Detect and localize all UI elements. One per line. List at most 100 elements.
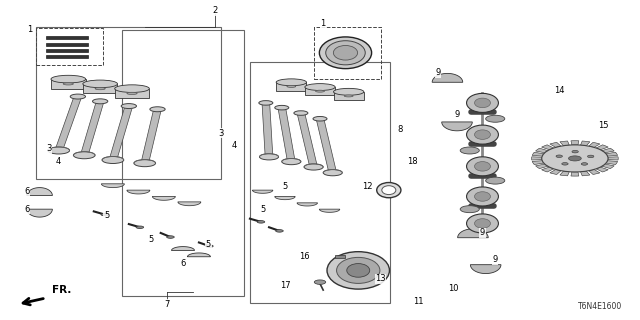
- Bar: [333, 92, 364, 100]
- Polygon shape: [541, 167, 554, 172]
- Polygon shape: [571, 172, 579, 176]
- Ellipse shape: [121, 104, 136, 108]
- Polygon shape: [152, 196, 175, 200]
- Text: 5: 5: [260, 205, 265, 214]
- Ellipse shape: [83, 80, 118, 88]
- Polygon shape: [589, 142, 600, 148]
- Ellipse shape: [259, 154, 278, 160]
- Polygon shape: [550, 142, 561, 148]
- Text: 3: 3: [47, 144, 52, 153]
- Ellipse shape: [314, 280, 326, 284]
- Bar: [46, 36, 88, 39]
- Text: 17: 17: [280, 281, 291, 290]
- Ellipse shape: [326, 41, 365, 65]
- Ellipse shape: [474, 162, 490, 171]
- Text: 14: 14: [554, 86, 564, 95]
- Polygon shape: [580, 171, 590, 176]
- Ellipse shape: [474, 130, 490, 140]
- Ellipse shape: [467, 157, 499, 176]
- Polygon shape: [580, 141, 590, 146]
- Bar: [250, 62, 390, 303]
- Polygon shape: [252, 190, 273, 193]
- Text: 6: 6: [180, 259, 186, 268]
- Text: 1: 1: [321, 19, 326, 28]
- Polygon shape: [532, 157, 542, 160]
- Polygon shape: [458, 229, 488, 238]
- Ellipse shape: [166, 236, 174, 238]
- Text: 18: 18: [407, 157, 418, 166]
- Bar: [314, 27, 381, 79]
- Bar: [83, 84, 118, 93]
- Ellipse shape: [377, 182, 401, 198]
- Ellipse shape: [556, 155, 563, 157]
- Polygon shape: [571, 141, 579, 145]
- Text: T6N4E1600: T6N4E1600: [579, 302, 623, 311]
- Polygon shape: [550, 170, 561, 174]
- Text: 5: 5: [148, 235, 154, 244]
- Ellipse shape: [287, 85, 296, 87]
- Polygon shape: [560, 171, 569, 176]
- Polygon shape: [532, 152, 544, 156]
- Polygon shape: [606, 161, 618, 164]
- Ellipse shape: [486, 115, 505, 122]
- Polygon shape: [589, 170, 600, 174]
- Polygon shape: [27, 209, 52, 217]
- Ellipse shape: [74, 152, 95, 159]
- Text: 13: 13: [375, 275, 386, 284]
- Polygon shape: [278, 108, 295, 162]
- Polygon shape: [141, 109, 161, 164]
- Bar: [276, 82, 307, 91]
- Polygon shape: [602, 148, 614, 153]
- Ellipse shape: [327, 252, 390, 289]
- Ellipse shape: [294, 111, 308, 115]
- Polygon shape: [470, 265, 501, 274]
- Ellipse shape: [382, 186, 396, 195]
- Text: 5: 5: [206, 240, 211, 249]
- Ellipse shape: [257, 220, 265, 223]
- Ellipse shape: [474, 98, 490, 108]
- Text: 4: 4: [231, 141, 237, 150]
- Ellipse shape: [541, 145, 608, 172]
- Ellipse shape: [134, 160, 156, 167]
- Polygon shape: [319, 209, 340, 212]
- Text: 2: 2: [212, 6, 218, 15]
- Bar: [305, 87, 335, 95]
- Ellipse shape: [205, 245, 213, 247]
- Ellipse shape: [323, 170, 342, 176]
- Polygon shape: [536, 164, 548, 169]
- Bar: [122, 30, 244, 296]
- Bar: [51, 79, 86, 89]
- Ellipse shape: [486, 177, 505, 184]
- Ellipse shape: [63, 83, 74, 85]
- Ellipse shape: [70, 94, 86, 99]
- Ellipse shape: [48, 147, 70, 154]
- Bar: [46, 43, 88, 46]
- Text: 6: 6: [24, 187, 29, 196]
- Text: 15: 15: [598, 121, 609, 130]
- Text: 8: 8: [397, 125, 403, 134]
- Ellipse shape: [316, 90, 324, 92]
- Ellipse shape: [95, 87, 105, 90]
- Text: 10: 10: [449, 284, 459, 293]
- Polygon shape: [262, 103, 273, 157]
- Text: 12: 12: [362, 182, 373, 191]
- Polygon shape: [172, 247, 195, 251]
- Text: 3: 3: [218, 129, 224, 138]
- Polygon shape: [109, 106, 132, 160]
- Text: 1: 1: [28, 25, 33, 35]
- Ellipse shape: [467, 93, 499, 112]
- Text: 4: 4: [56, 157, 61, 166]
- Bar: [36, 27, 221, 179]
- Ellipse shape: [333, 45, 358, 60]
- Ellipse shape: [572, 150, 579, 153]
- Polygon shape: [536, 148, 548, 153]
- Ellipse shape: [259, 100, 273, 105]
- Ellipse shape: [275, 105, 289, 110]
- Ellipse shape: [101, 213, 109, 216]
- Text: 9: 9: [435, 68, 440, 77]
- Ellipse shape: [115, 85, 149, 92]
- Polygon shape: [432, 73, 463, 82]
- Ellipse shape: [276, 79, 307, 86]
- Polygon shape: [316, 118, 337, 173]
- Polygon shape: [55, 96, 82, 151]
